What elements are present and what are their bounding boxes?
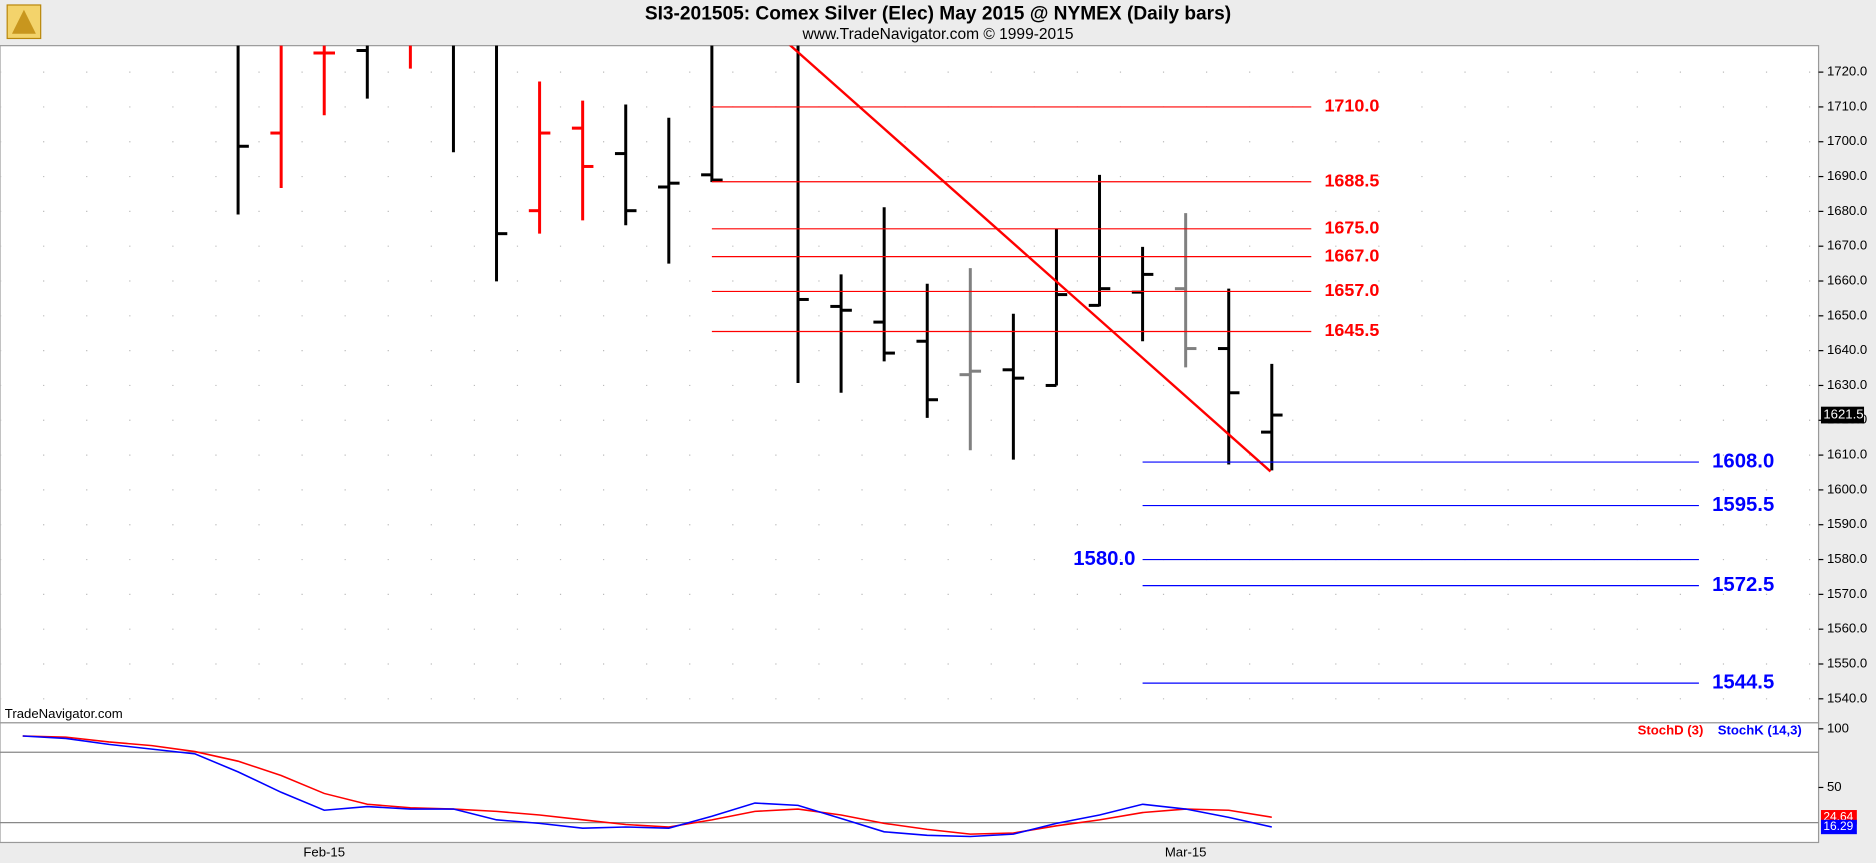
level-label: 1675.0: [1324, 218, 1379, 238]
level-label: 1608.0: [1712, 450, 1774, 472]
y-tick-label: 1550.0: [1827, 655, 1867, 670]
legend-entry: StochD (3): [1638, 723, 1704, 738]
chart-title: SI3-201505: Comex Silver (Elec) May 2015…: [645, 4, 1231, 25]
y-tick-label: 1540.0: [1827, 690, 1867, 705]
y-tick-label: 1570.0: [1827, 586, 1867, 601]
y-tick-label: 1650.0: [1827, 307, 1867, 322]
stoch-line: [22, 735, 1272, 835]
level-label: 1544.5: [1712, 672, 1774, 694]
y-tick-label: 1580.0: [1827, 551, 1867, 566]
y-tick-label: 1630.0: [1827, 377, 1867, 392]
last-price-box: [1820, 406, 1865, 424]
level-label: 1580.0: [1073, 548, 1135, 570]
y-tick-label: 1600.0: [1827, 481, 1867, 496]
y-tick-label: 1610.0: [1827, 447, 1867, 462]
last-value-box: [1820, 819, 1857, 835]
level-label: 1667.0: [1324, 245, 1379, 265]
y-tick-label: 100: [1827, 720, 1849, 735]
y-tick-label: 1720.0: [1827, 64, 1867, 79]
legend-entry: StochK (14,3): [1718, 723, 1802, 738]
chart-subtitle: www.TradeNavigator.com © 1999-2015: [802, 26, 1074, 43]
level-label: 1572.5: [1712, 574, 1774, 596]
y-tick-label: 1590.0: [1827, 516, 1867, 531]
stoch-line: [22, 735, 1272, 838]
level-label: 1595.5: [1712, 494, 1774, 516]
logo: [6, 4, 42, 40]
y-tick-label: 50: [1827, 779, 1842, 794]
watermark: TradeNavigator.com: [5, 706, 123, 721]
level-label: 1710.0: [1324, 96, 1379, 116]
y-tick-label: 1680.0: [1827, 203, 1867, 218]
level-label: 1688.5: [1324, 171, 1379, 191]
price-plot: [0, 45, 1819, 700]
trendline: [788, 45, 1272, 473]
y-tick-label: 1560.0: [1827, 621, 1867, 636]
y-tick-label: 1670.0: [1827, 238, 1867, 253]
price-panel: [0, 45, 1820, 724]
y-tick-label: 1640.0: [1827, 342, 1867, 357]
last-value-label: 16.29: [1823, 819, 1853, 833]
y-tick-label: 1710.0: [1827, 98, 1867, 113]
x-tick-label: Feb-15: [303, 845, 345, 860]
stoch-panel: [0, 722, 1820, 844]
x-tick-label: Mar-15: [1165, 845, 1207, 860]
level-label: 1645.5: [1324, 320, 1379, 340]
y-tick-label: 1660.0: [1827, 272, 1867, 287]
last-price-label: 1621.5: [1823, 407, 1863, 422]
y-tick-label: 1690.0: [1827, 168, 1867, 183]
level-label: 1657.0: [1324, 280, 1379, 300]
y-tick-label: 1700.0: [1827, 133, 1867, 148]
